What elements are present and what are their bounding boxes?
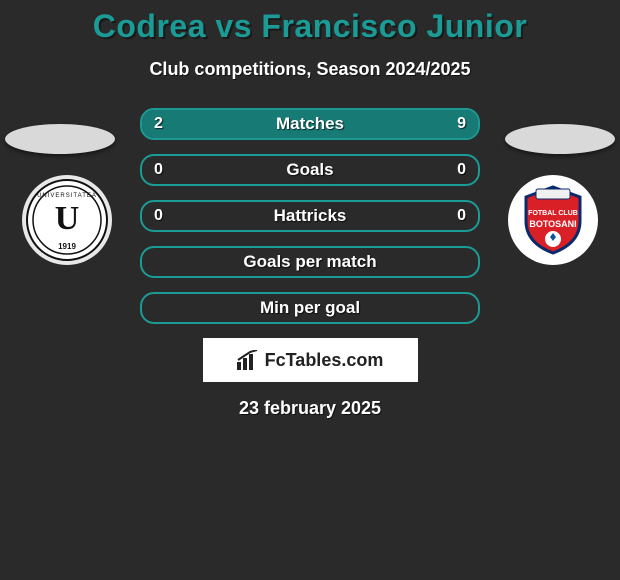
stat-row-hattricks: 0 Hattricks 0 xyxy=(140,200,480,232)
stat-label: Min per goal xyxy=(260,298,360,318)
stats-container: 2 Matches 9 0 Goals 0 0 Hattricks 0 Goal… xyxy=(140,108,480,324)
brand-badge: FcTables.com xyxy=(203,338,418,382)
club-badge-right: FOTBAL CLUB BOTOSANI xyxy=(508,175,598,265)
club-badge-left: U 1919 UNIVERSITATEA xyxy=(22,175,112,265)
stat-row-goals: 0 Goals 0 xyxy=(140,154,480,186)
stat-left-value: 0 xyxy=(154,161,163,179)
stat-label: Goals xyxy=(286,160,333,180)
stat-left-value: 0 xyxy=(154,207,163,225)
svg-text:BOTOSANI: BOTOSANI xyxy=(529,219,576,229)
svg-text:U: U xyxy=(55,200,80,237)
stat-label: Matches xyxy=(276,114,344,134)
stat-row-matches: 2 Matches 9 xyxy=(140,108,480,140)
stat-label: Hattricks xyxy=(274,206,347,226)
stat-fill-left xyxy=(142,110,202,138)
stat-right-value: 0 xyxy=(457,161,466,179)
date-label: 23 february 2025 xyxy=(0,398,620,419)
svg-text:FOTBAL CLUB: FOTBAL CLUB xyxy=(528,210,578,217)
page-title: Codrea vs Francisco Junior xyxy=(0,0,620,45)
club-logo-right-icon: FOTBAL CLUB BOTOSANI xyxy=(514,181,592,259)
stat-row-goals-per-match: Goals per match xyxy=(140,246,480,278)
subtitle: Club competitions, Season 2024/2025 xyxy=(0,59,620,80)
stat-left-value: 2 xyxy=(154,115,163,133)
player-right-oval xyxy=(505,124,615,154)
player-left-oval xyxy=(5,124,115,154)
stat-label: Goals per match xyxy=(243,252,376,272)
club-logo-left-icon: U 1919 UNIVERSITATEA xyxy=(26,179,108,261)
brand-text: FcTables.com xyxy=(265,350,384,371)
stat-row-min-per-goal: Min per goal xyxy=(140,292,480,324)
svg-text:UNIVERSITATEA: UNIVERSITATEA xyxy=(37,193,97,199)
stat-right-value: 0 xyxy=(457,207,466,225)
stat-right-value: 9 xyxy=(457,115,466,133)
chart-icon xyxy=(237,350,259,370)
svg-text:1919: 1919 xyxy=(58,242,76,251)
